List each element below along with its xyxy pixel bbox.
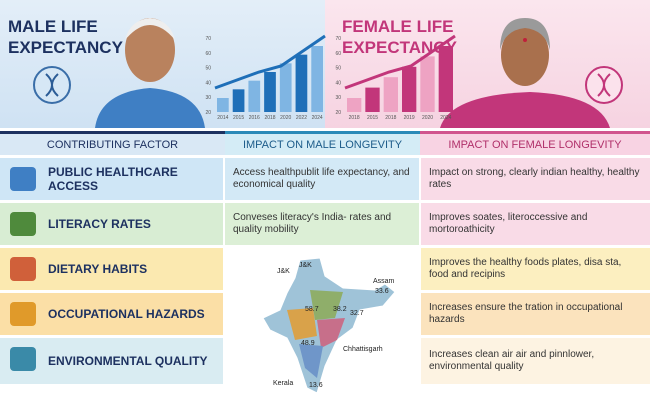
x-tick-label: 2024 [440,115,451,121]
title-line: EXPECTANCY [342,38,457,57]
map-label: Assam [373,278,395,285]
map-label: 48.9 [301,340,315,347]
dna-icon [597,73,611,97]
bar-decor [311,46,323,112]
female-cell: Impact on strong, clearly indian healthy… [421,158,650,200]
trend-arrow [214,34,326,90]
factor-cell: ENVIRONMENTAL QUALITY [0,338,223,384]
y-tick-label: 20 [335,110,341,116]
female-chart: 70 60 50 40 30 20 2018 2015 2018 2019 2020 2024 [335,34,456,121]
x-tick-label: 2018 [349,115,360,121]
factor-icon [10,167,36,191]
title-line: EXPECTANCY [8,38,123,57]
bar-decor [264,72,276,112]
x-tick-label: 2014 [217,115,228,121]
title-line: FEMALE LIFE [342,17,454,36]
y-tick-label: 60 [205,51,211,57]
map-region [317,318,345,348]
bar-decor [365,87,380,112]
y-tick-label: 40 [205,80,211,86]
map-label: 38.2 [333,306,347,313]
map-label: Chhattisgarh [343,346,383,353]
bar-decor [295,54,308,112]
y-tick-label: 50 [335,66,341,72]
map-label: 32.7 [350,310,364,317]
x-tick-label: 2015 [233,115,244,121]
bar-decor [402,66,417,112]
bar-decor [347,98,362,112]
male-cell: Conveses literacy's India- rates and qua… [225,203,419,245]
header-art: 70 60 50 40 30 20 2014 2015 2016 2018 2020 2022 2024… [33,18,623,128]
map-region [310,290,343,320]
man-hair [125,18,175,40]
factor-icon [10,347,36,371]
y-tick-label: 50 [205,66,211,72]
man-body [95,88,205,128]
y-tick-label: 70 [205,36,211,42]
male-title: MALE LIFE EXPECTANCY [8,16,123,58]
factor-icon [10,302,36,326]
factor-icon [10,257,36,281]
y-tick-label: 30 [335,95,341,101]
woman-body [440,92,610,128]
map-labels: J&K J&K Assam 33.6 58.7 38.2 32.7 48.9 Chhattisg… [225,248,420,400]
y-tick-label: 30 [205,95,211,101]
x-tick-label: 2020 [422,115,433,121]
x-tick-label: 2018 [385,115,396,121]
bindi [523,38,527,42]
x-tick-label: 2018 [264,115,275,121]
bar-decor [232,89,245,112]
factor-cell: LITERACY RATES [0,203,223,245]
bar-decor [279,63,292,112]
map-label: J&K [299,262,312,269]
map-region [287,308,317,340]
map-label: 13.6 [309,382,323,389]
man-face [125,18,175,82]
map-label: 58.7 [305,306,319,313]
bar-decor [248,80,261,112]
x-tick-label: 2020 [280,115,291,121]
x-tick-label: 2019 [404,115,415,121]
factor-icon [10,212,36,236]
x-tick-label: 2024 [312,115,323,121]
column-header: IMPACT ON FEMALE LONGEVITY [420,131,650,155]
trend-arrow [344,34,456,90]
map-label: Kerala [273,380,294,387]
y-tick-label: 60 [335,51,341,57]
x-tick-label: 2022 [296,115,307,121]
factor-cell: PUBLIC HEALTHCARE ACCESS [0,158,223,200]
female-cell: Improves soates, literoccessive and mort… [421,203,650,245]
map-region [299,344,323,378]
female-cell: Improves the healthy foods plates, disa … [421,248,650,290]
bar-decor [438,46,453,112]
map-label: 33.6 [375,288,389,295]
female-cell: Increases clean air air and pinnlower, e… [421,338,650,384]
bar-decor [383,77,398,112]
factor-cell: DIETARY HABITS [0,248,223,290]
y-tick-label: 70 [335,36,341,42]
female-cell: Increases ensure the tration in occupati… [421,293,650,335]
map-label: J&K [277,268,290,275]
column-header: IMPACT ON MALE LONGEVITY [225,131,420,155]
woman-hair [500,18,550,50]
x-tick-label: 2015 [367,115,378,121]
woman-face [501,24,549,86]
x-tick-label: 2016 [249,115,260,121]
female-title: FEMALE LIFE EXPECTANCY [342,16,457,58]
y-tick-label: 20 [205,110,211,116]
bar-decor [217,98,229,112]
bar-decor [420,56,435,112]
male-cell: Access healthpublit life expectancy, and… [225,158,419,200]
male-chart: 70 60 50 40 30 20 2014 2015 2016 2018 2020 2022 2024 [205,34,326,121]
factor-cell: OCCUPATIONAL HAZARDS [0,293,223,335]
column-header: CONTRIBUTING FACTOR [0,131,225,155]
y-tick-label: 40 [335,80,341,86]
dna-icon [45,73,59,97]
title-line: MALE LIFE [8,17,98,36]
india-map [262,257,396,394]
